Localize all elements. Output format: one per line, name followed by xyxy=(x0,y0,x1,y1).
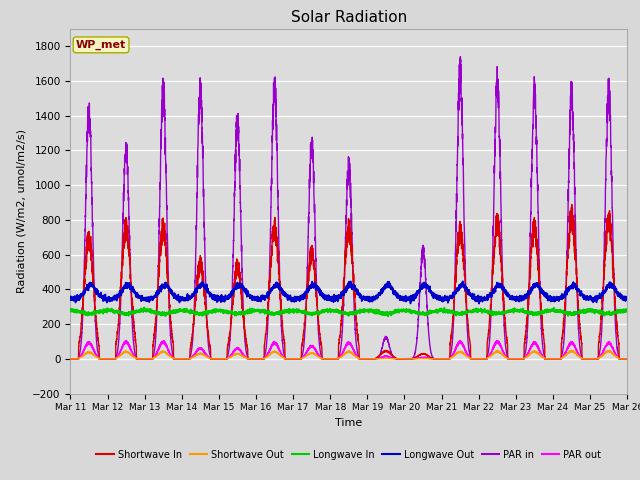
Title: Solar Radiation: Solar Radiation xyxy=(291,10,407,25)
X-axis label: Time: Time xyxy=(335,418,362,428)
Legend: Shortwave In, Shortwave Out, Longwave In, Longwave Out, PAR in, PAR out: Shortwave In, Shortwave Out, Longwave In… xyxy=(92,446,605,464)
Y-axis label: Radiation (W/m2, umol/m2/s): Radiation (W/m2, umol/m2/s) xyxy=(17,129,27,293)
Text: WP_met: WP_met xyxy=(76,40,126,50)
